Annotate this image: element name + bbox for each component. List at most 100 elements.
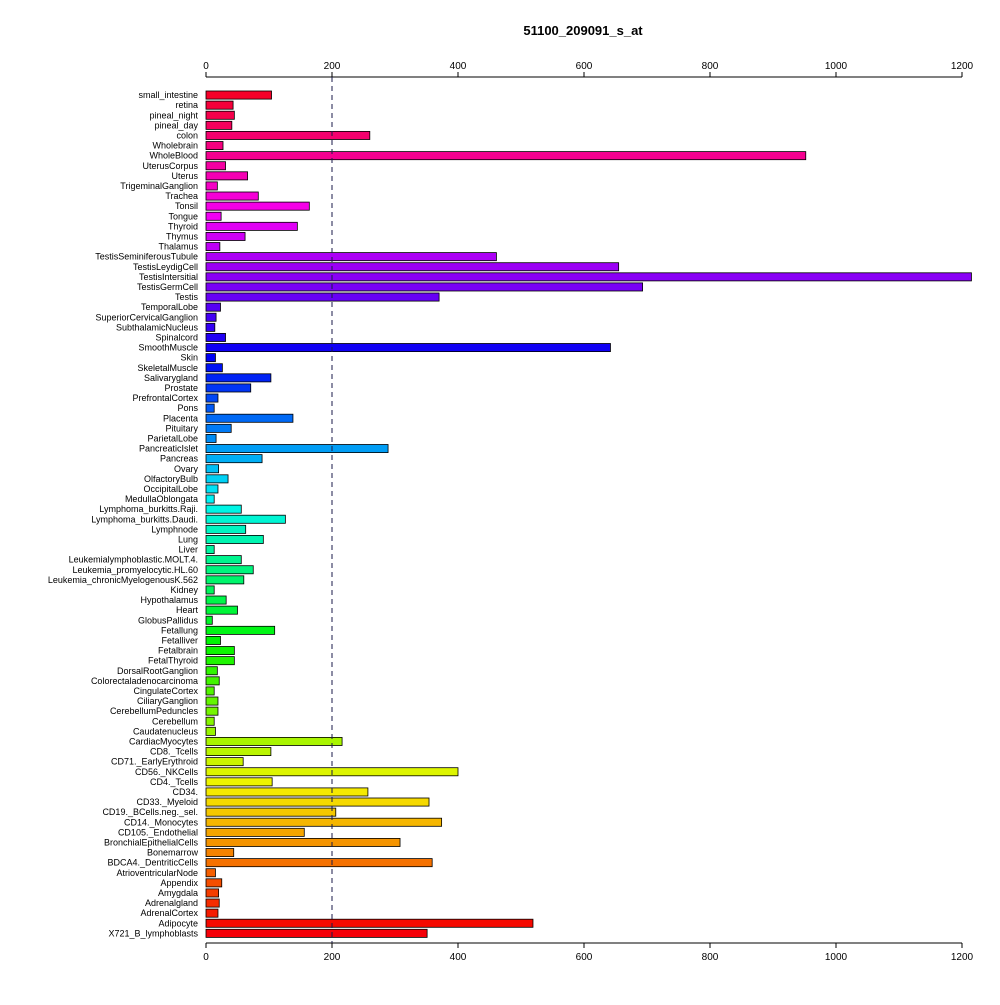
category-label: Lymphoma_burkitts.Daudi. [91,514,198,524]
category-label: DorsalRootGanglion [117,666,198,676]
bar [205,90,272,100]
category-label: Leukemia_chronicMyelogenousK.562 [48,575,198,585]
category-label: Adipocyte [158,918,198,928]
category-label: Thyroid [168,221,198,231]
bar [205,858,433,868]
bar [205,454,263,464]
bar [205,625,276,635]
bar [205,161,226,171]
category-label: Hypothalamus [140,595,198,605]
category-label: OccipitalLobe [143,484,198,494]
bar [205,403,215,413]
category-label: retina [175,100,198,110]
category-label: Caudatenucleus [133,726,199,736]
category-label: Pituitary [165,423,198,433]
bar [205,575,245,585]
bar [205,908,219,918]
category-label: CerebellumPeduncles [110,706,199,716]
bar [205,615,213,625]
bar [205,605,238,615]
category-label: MedullaOblongata [125,494,198,504]
category-label: OlfactoryBulb [144,474,198,484]
category-label: Pons [177,403,198,413]
tick-label: 0 [203,952,209,963]
bar [205,464,220,474]
category-label: SkeletalMuscle [137,363,198,373]
bar [205,423,232,433]
bar [205,373,272,383]
tick-label: 1200 [951,61,974,72]
bar [205,878,223,888]
bar [205,130,371,140]
category-label: TestisGermCell [137,282,198,292]
category-label: Lymphnode [151,524,198,534]
bar [205,383,252,393]
category-label: Spinalcord [155,332,198,342]
category-label: AdrenalCortex [140,908,198,918]
bar [205,585,215,595]
bar [205,110,235,120]
bar [205,555,242,565]
bar [205,393,219,403]
category-label: BDCA4._DentriticCells [107,858,198,868]
category-label: CD56._NKCells [135,767,199,777]
bar [205,716,215,726]
bar [205,636,221,645]
bar [205,838,401,847]
category-label: Amygdala [158,888,198,898]
x-axis-bottom: 0 200 400 600 800 1000 1200 [203,942,974,963]
category-label: Fetalbrain [158,646,198,656]
bar [205,474,229,484]
tick-label: 1000 [825,61,848,72]
category-label: CD14._Monocytes [124,817,199,827]
category-label: Lymphoma_burkitts.Raji. [99,504,198,514]
bar [205,888,220,898]
category-label: Lung [178,534,198,544]
category-label: GlobusPallidus [138,615,199,625]
bar [205,817,443,827]
category-label: pineal_day [154,120,198,130]
category-label: Bonemarrow [147,848,199,858]
bar [205,494,215,504]
bar [205,332,226,342]
category-label: Tongue [168,211,198,221]
bar [205,181,218,191]
bar [205,797,430,807]
bar [205,595,227,605]
tick-label: 600 [576,952,593,963]
category-label: Leukemialymphoblastic.MOLT.4. [69,555,198,565]
category-label: Cerebellum [152,716,198,726]
category-label: pineal_night [149,110,198,120]
tick-label: 800 [702,61,719,72]
category-label: Leukemia_promyelocytic.HL.60 [72,565,198,575]
bar [205,666,218,676]
bar [205,504,242,514]
category-label: CD19._BCells.neg._sel. [102,807,198,817]
bar [205,292,440,302]
bar [205,262,620,272]
bar [205,141,224,151]
category-label: CardiacMyocytes [129,736,199,746]
bar [205,524,247,534]
chart-title: 51100_209091_s_at [523,23,643,38]
bar [205,343,611,353]
bar [205,444,389,454]
bar [205,676,220,686]
tick-label: 600 [576,61,593,72]
category-label: X721_B_lymphoblasts [108,928,198,938]
category-label: Tonsil [175,201,198,211]
category-label: PancreaticIslet [139,444,199,454]
bar [205,413,294,423]
category-label: CD8._Tcells [150,747,199,757]
bar [205,191,259,201]
bar [205,868,216,878]
category-label: Kidney [170,585,198,595]
bar [205,433,217,443]
bar [205,353,216,363]
bar [205,706,219,716]
tick-label: 800 [702,952,719,963]
category-label: BronchialEpithelialCells [104,837,199,847]
category-label: Placenta [163,413,198,423]
bar [205,898,220,908]
